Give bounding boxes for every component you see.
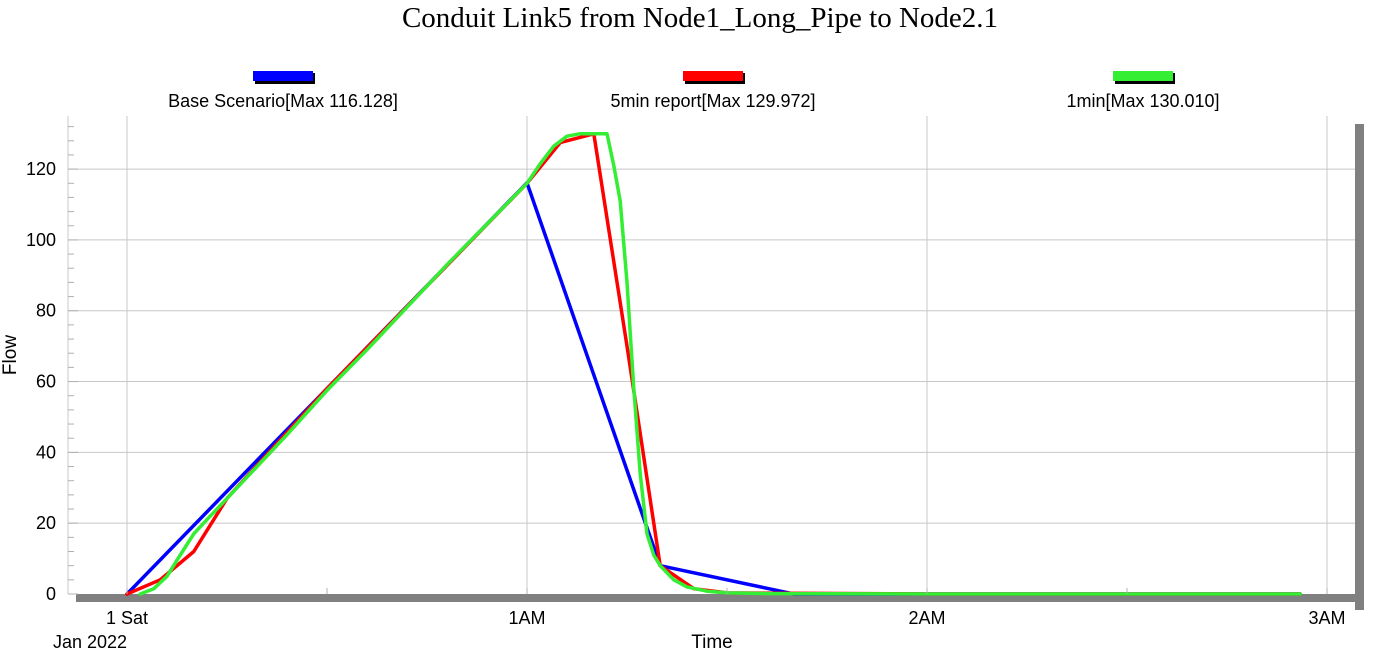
y-tick-label: 120 bbox=[26, 159, 56, 179]
frame-shadow-right bbox=[1355, 124, 1364, 610]
legend: Base Scenario[Max 116.128] 5min report[Ma… bbox=[168, 71, 1220, 111]
x-tick-label: 1AM bbox=[508, 608, 545, 628]
y-tick-label: 100 bbox=[26, 230, 56, 250]
series-line-3 bbox=[138, 131, 1302, 596]
y-tick-label: 80 bbox=[36, 301, 56, 321]
y-tick-label: 20 bbox=[36, 513, 56, 533]
legend-swatch bbox=[683, 71, 743, 81]
legend-label: 1min[Max 130.010] bbox=[1066, 91, 1219, 111]
y-tick-label: 40 bbox=[36, 442, 56, 462]
y-axis-title: Flow bbox=[0, 335, 21, 375]
plot-area bbox=[68, 116, 1355, 594]
chart-title: Conduit Link5 from Node1_Long_Pipe to No… bbox=[401, 2, 999, 34]
legend-label: 5min report[Max 129.972] bbox=[610, 91, 815, 111]
legend-swatch bbox=[253, 71, 313, 81]
y-tick-label: 60 bbox=[36, 372, 56, 392]
x-tick-label: 2AM bbox=[908, 608, 945, 628]
x-tick-label: 1 Sat bbox=[106, 608, 148, 628]
legend-label: Base Scenario[Max 116.128] bbox=[168, 91, 398, 111]
x-axis-date-label: Jan 2022 bbox=[53, 632, 127, 652]
grid bbox=[68, 116, 1355, 594]
axes: 0 20 40 60 80 100 120 1 Sat 1AM 2AM 3AM bbox=[26, 116, 1346, 628]
plot-frame bbox=[68, 116, 1364, 610]
x-tick-label: 3AM bbox=[1308, 608, 1345, 628]
x-axis-title: Time bbox=[691, 632, 733, 653]
series-lines bbox=[125, 131, 1302, 596]
legend-swatch bbox=[1113, 71, 1173, 81]
y-tick-label: 0 bbox=[46, 584, 56, 604]
frame-shadow-bottom bbox=[76, 594, 1364, 602]
